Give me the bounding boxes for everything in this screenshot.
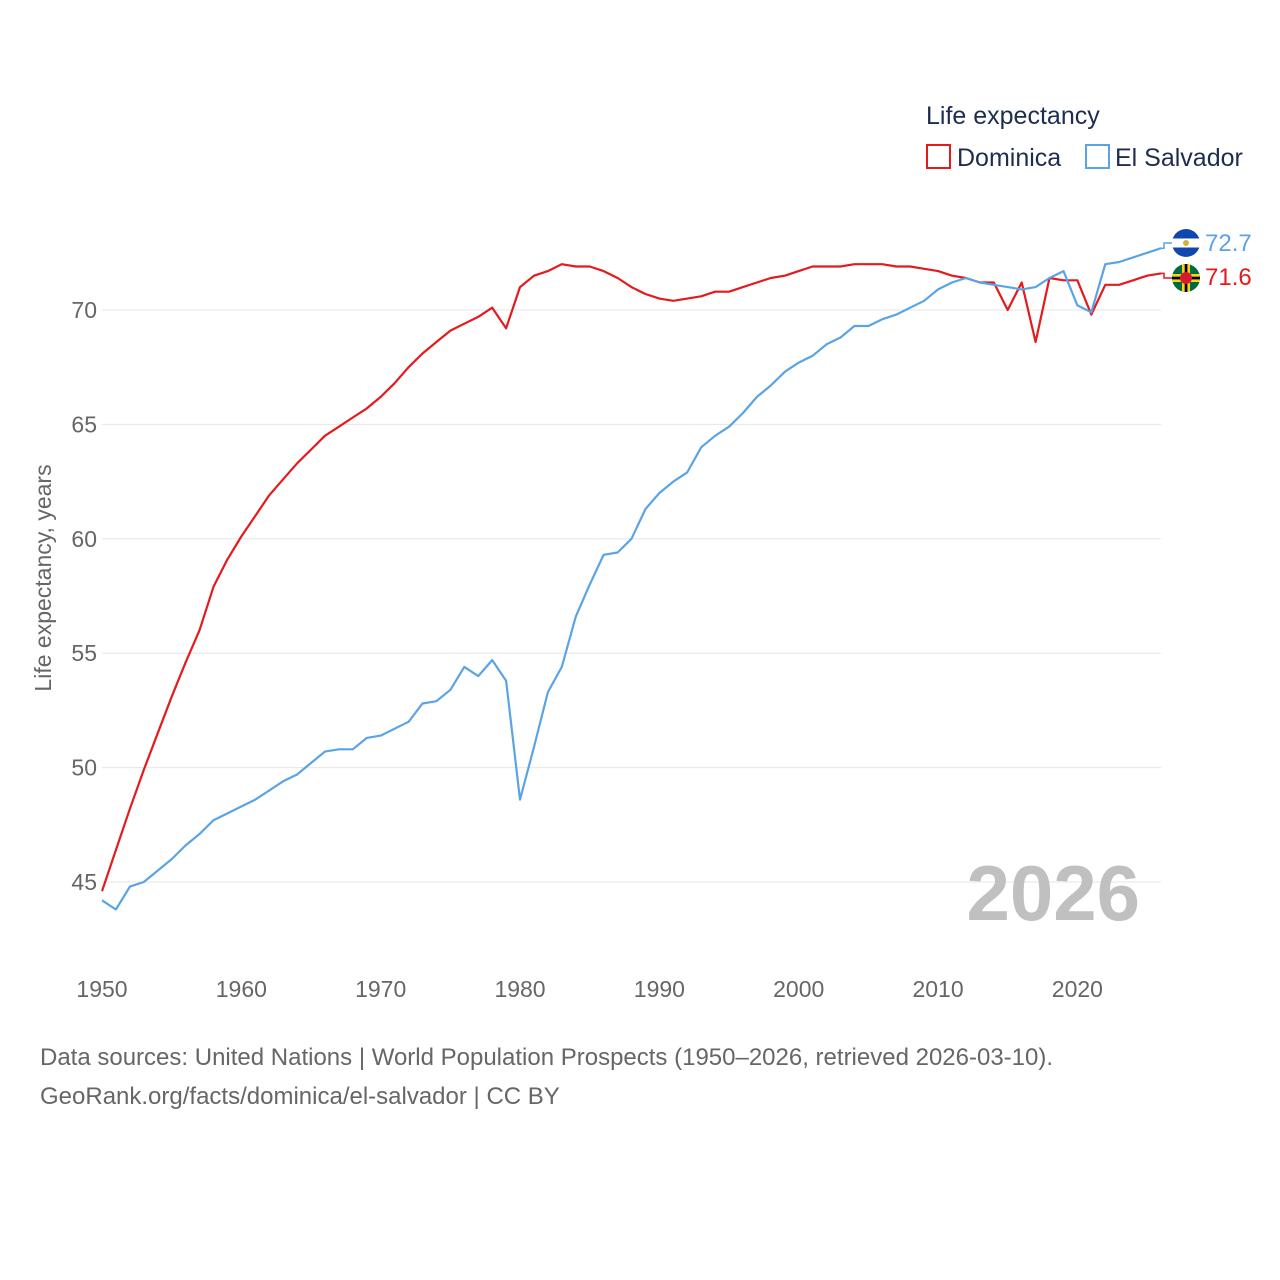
x-tick-label: 1990 (634, 976, 685, 1002)
legend-item-el-salvador[interactable]: El Salvador (1085, 144, 1243, 172)
y-tick-label: 60 (71, 526, 97, 552)
x-tick-label: 2000 (773, 976, 824, 1002)
x-tick-label: 1960 (216, 976, 267, 1002)
y-tick-label: 50 (71, 755, 97, 781)
series-line-el-salvador (101, 247, 1162, 911)
data-sources-note: Data sources: United Nations | World Pop… (40, 1044, 1054, 1071)
legend-title: Life expectancy (926, 102, 1100, 130)
source-link[interactable]: GeoRank.org/facts/dominica/el-salvador |… (40, 1083, 560, 1110)
legend: Life expectancy Dominica El Salvador (926, 102, 1243, 172)
year-label: 2026 (966, 849, 1140, 937)
y-tick-label: 65 (71, 411, 97, 437)
gridlines (102, 309, 1161, 883)
legend-swatch-el-salvador (1085, 144, 1110, 169)
y-axis-title: Life expectancy, years (30, 464, 56, 691)
end-connector-dominica (1161, 272, 1172, 279)
dominica-flag-icon (1172, 264, 1200, 292)
x-tick-label: 1970 (355, 976, 406, 1002)
end-marker-el-salvador: 72.7 (1161, 229, 1252, 257)
end-label-el-salvador: 72.7 (1205, 230, 1252, 257)
y-tick-label: 55 (71, 640, 97, 666)
line-chart: 45 50 55 60 65 70 1950 1960 1970 1980 1990 2000 201… (30, 102, 1252, 1002)
y-tick-label: 45 (71, 869, 97, 895)
legend-label-el-salvador: El Salvador (1115, 144, 1243, 172)
end-connector-el-salvador (1161, 242, 1172, 249)
y-tick-label: 70 (71, 297, 97, 323)
x-tick-label: 1980 (494, 976, 545, 1002)
end-marker-dominica: 71.6 (1161, 264, 1252, 292)
end-label-dominica: 71.6 (1205, 264, 1252, 291)
legend-label-dominica: Dominica (957, 144, 1061, 172)
x-tick-label: 2010 (912, 976, 963, 1002)
x-tick-label: 2020 (1052, 976, 1103, 1002)
y-axis-ticks: 45 50 55 60 65 70 (71, 297, 97, 895)
x-axis-ticks: 1950 1960 1970 1980 1990 2000 2010 2020 (76, 976, 1103, 1002)
legend-item-dominica[interactable]: Dominica (926, 144, 1061, 172)
x-tick-label: 1950 (76, 976, 127, 1002)
series-lines (100, 247, 1162, 911)
legend-swatch-dominica (926, 144, 951, 169)
el-salvador-flag-icon (1172, 229, 1200, 257)
